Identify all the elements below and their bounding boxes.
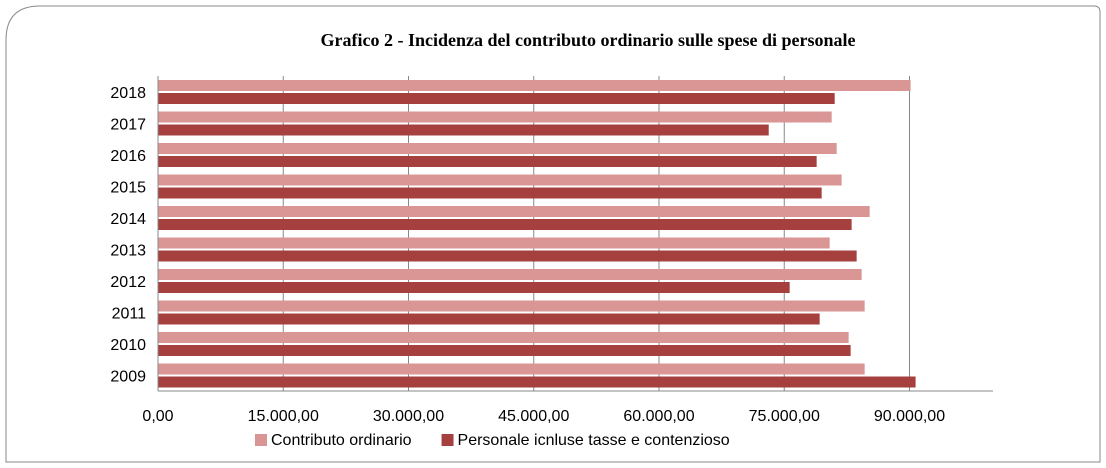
y-tick-label: 2017 <box>110 116 146 133</box>
y-tick-label: 2009 <box>110 368 146 385</box>
bar <box>158 93 835 104</box>
bar <box>158 376 916 388</box>
x-tick-label: 15.000,00 <box>248 408 319 425</box>
legend-swatch <box>441 434 454 446</box>
bar <box>158 332 849 343</box>
bar <box>158 313 820 325</box>
bar <box>158 237 830 249</box>
x-tick-label: 90.000,00 <box>874 408 945 425</box>
bar <box>158 219 852 230</box>
bar <box>158 206 870 217</box>
y-tick-label: 2018 <box>110 85 146 102</box>
bar <box>158 363 865 375</box>
bar <box>158 143 837 154</box>
bar <box>158 124 769 136</box>
legend-label: Personale icnluse tasse e contenzioso <box>458 432 730 449</box>
x-tick-label: 60.000,00 <box>623 408 694 425</box>
bar <box>158 269 862 280</box>
bar <box>158 187 822 199</box>
frame <box>5 5 1101 463</box>
y-tick-label: 2010 <box>110 337 146 354</box>
legend-swatch <box>255 434 267 446</box>
y-tick-label: 2012 <box>110 274 146 291</box>
bar <box>158 174 842 186</box>
legend-label: Contributo ordinario <box>271 432 412 449</box>
x-tick-label: 45.000,00 <box>498 408 569 425</box>
bar <box>158 250 857 262</box>
y-tick-label: 2015 <box>110 179 146 196</box>
y-tick-label: 2011 <box>112 305 147 322</box>
y-tick-label: 2014 <box>110 211 146 228</box>
bar <box>158 111 832 123</box>
bar <box>158 156 817 167</box>
y-tick-label: 2013 <box>110 242 146 259</box>
x-tick-label: 75.000,00 <box>749 408 820 425</box>
x-tick-label: 0,00 <box>142 408 173 425</box>
chart-title: Grafico 2 - Incidenza del contributo ord… <box>321 30 856 50</box>
bar <box>158 300 865 312</box>
y-tick-label: 2016 <box>110 148 146 165</box>
bar <box>158 345 851 356</box>
x-tick-label: 30.000,00 <box>373 408 444 425</box>
bar <box>158 282 790 293</box>
bar <box>158 80 911 91</box>
